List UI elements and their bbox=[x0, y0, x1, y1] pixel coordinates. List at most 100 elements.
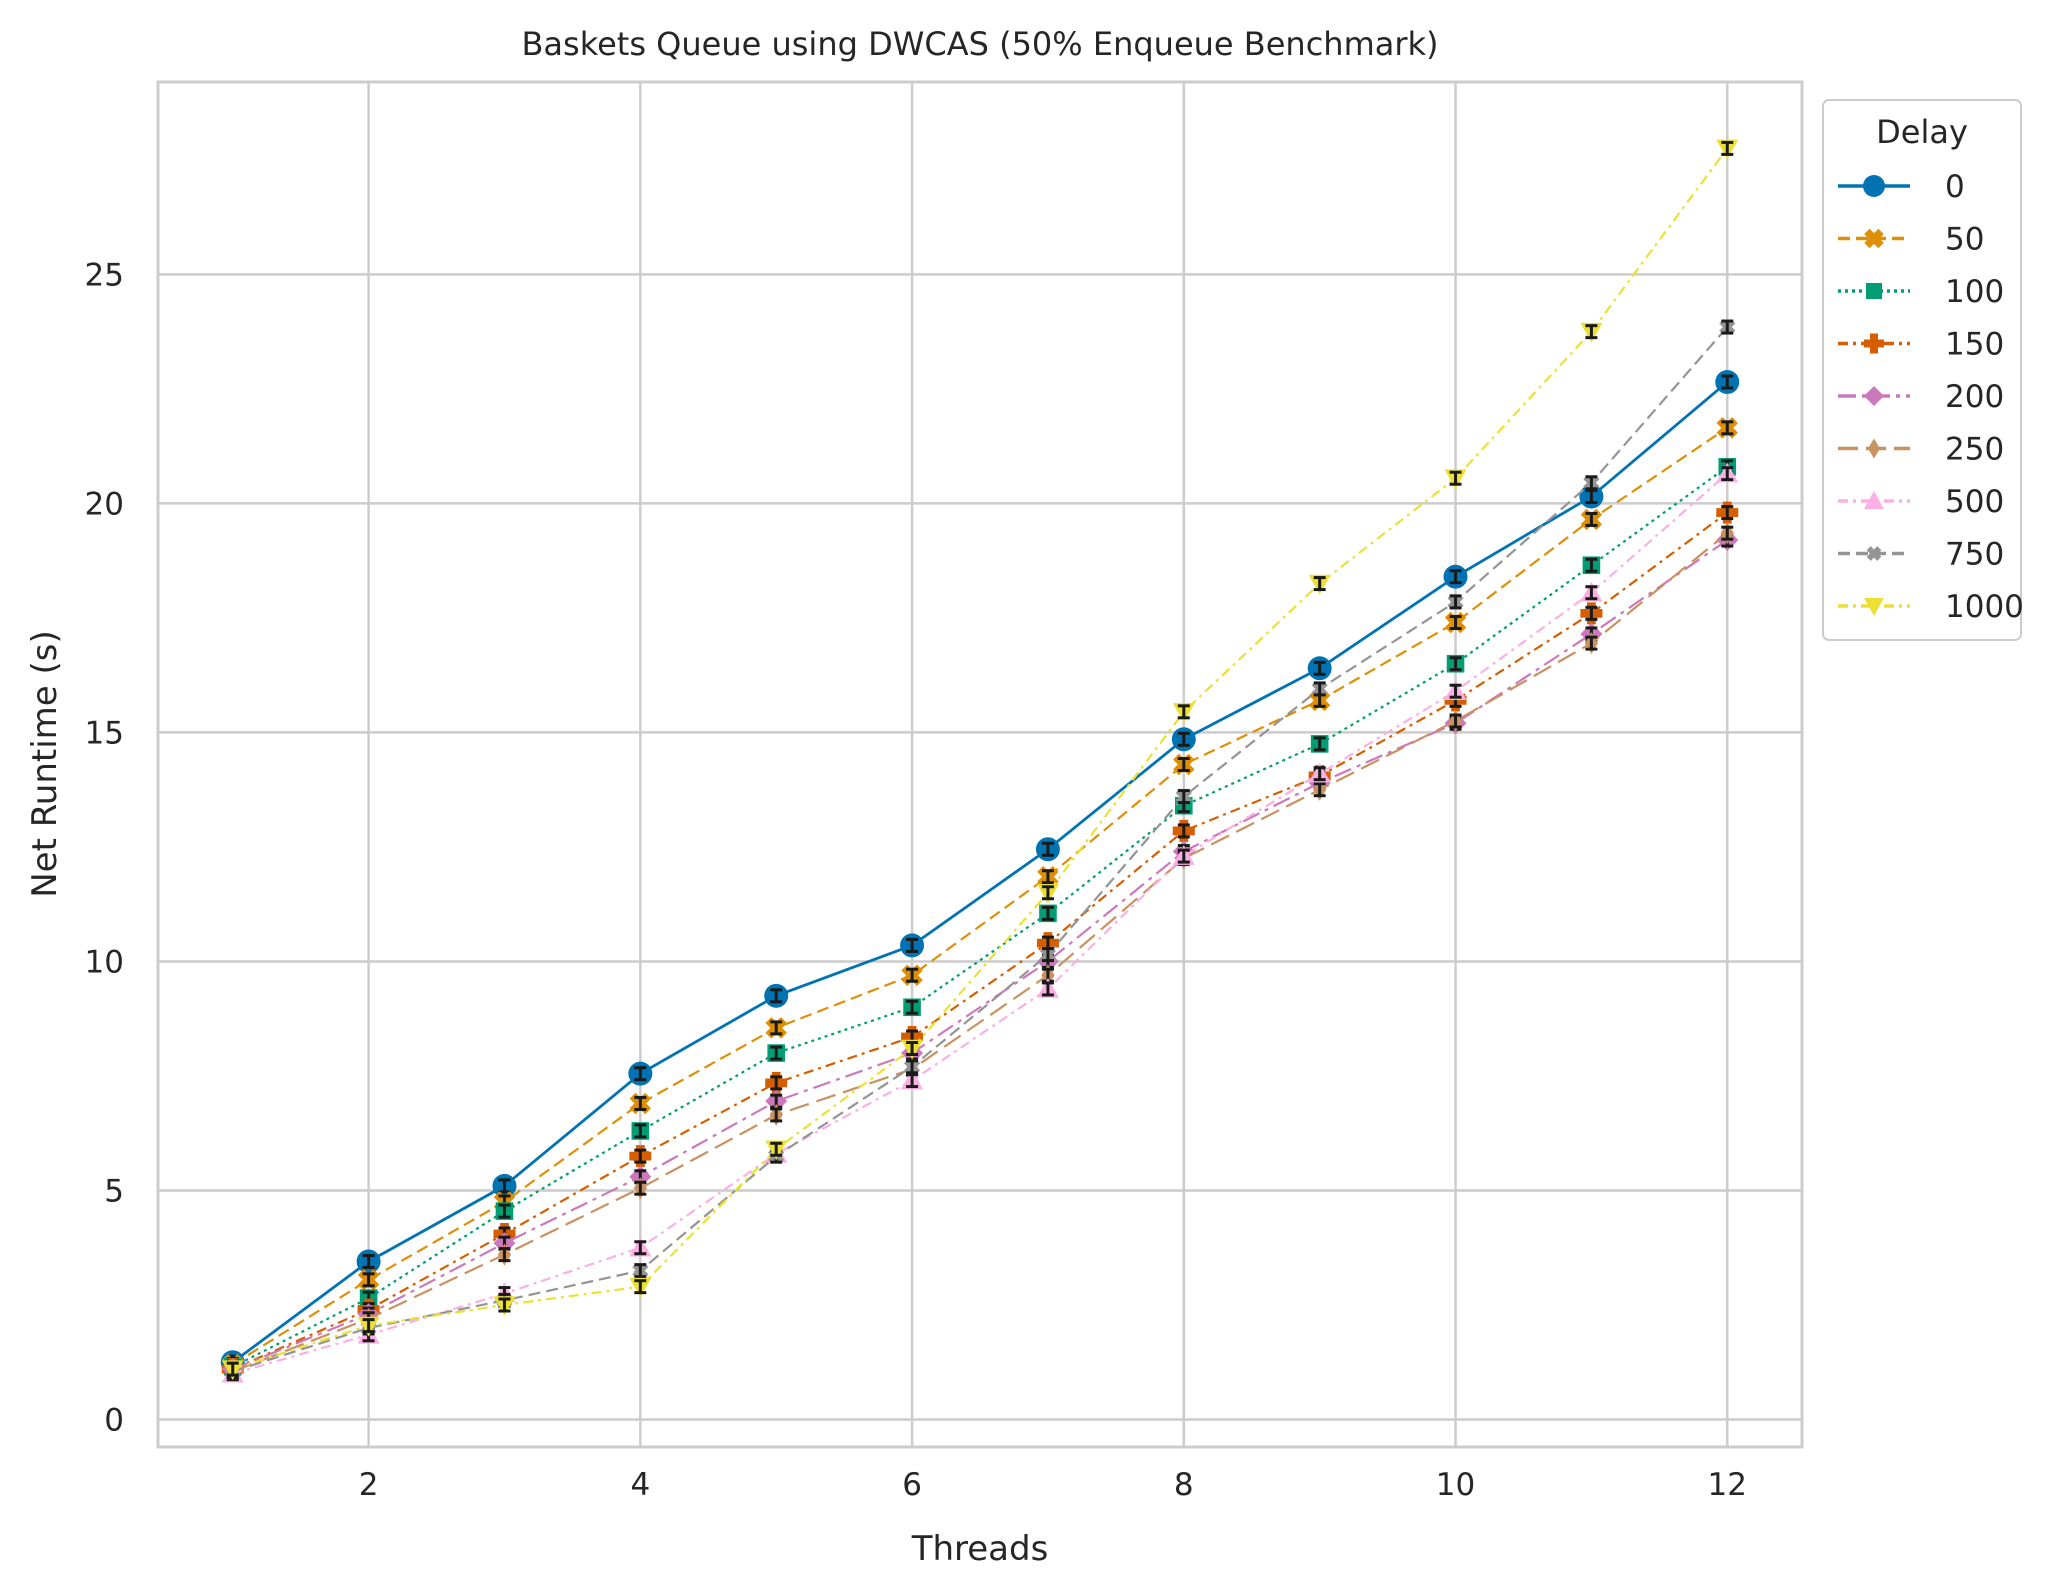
data-point bbox=[1868, 438, 1880, 459]
error-bar bbox=[634, 1123, 647, 1139]
error-bar bbox=[1585, 605, 1598, 621]
error-bar bbox=[1449, 470, 1462, 486]
error-bar bbox=[1721, 525, 1734, 541]
legend-item-0: 0 bbox=[1838, 169, 1965, 205]
y-tick-label: 0 bbox=[104, 1403, 124, 1439]
legend-item-250: 250 bbox=[1838, 432, 2004, 468]
y-axis-label: Net Runtime (s) bbox=[25, 630, 65, 898]
x-tick-label: 2 bbox=[359, 1467, 379, 1503]
y-tick-label: 5 bbox=[104, 1173, 124, 1209]
error-bar bbox=[1177, 731, 1190, 747]
series-line bbox=[231, 380, 1729, 1364]
legend-label: 200 bbox=[1945, 379, 2004, 415]
error-bar bbox=[1041, 981, 1054, 997]
error-bar bbox=[770, 1020, 783, 1036]
error-bar bbox=[362, 1318, 375, 1334]
error-bar bbox=[1313, 782, 1326, 798]
error-bar bbox=[906, 1040, 919, 1056]
data-point bbox=[1863, 175, 1885, 197]
series-0 bbox=[220, 370, 1740, 1375]
error-bar bbox=[362, 1253, 375, 1269]
legend-item-1000: 1000 bbox=[1838, 589, 2024, 625]
legend-item-200: 200 bbox=[1838, 379, 2004, 415]
series-1000 bbox=[221, 139, 1739, 1381]
error-bar bbox=[1721, 505, 1734, 521]
error-bar bbox=[634, 1066, 647, 1082]
error-bar bbox=[1585, 585, 1598, 601]
series-layer bbox=[220, 139, 1740, 1383]
error-bar bbox=[498, 1203, 511, 1219]
series-250 bbox=[226, 522, 1734, 1383]
error-bar bbox=[634, 1263, 647, 1279]
error-bar bbox=[906, 999, 919, 1015]
error-bar bbox=[1721, 420, 1734, 436]
legend-label: 50 bbox=[1945, 222, 1984, 258]
error-bar bbox=[770, 988, 783, 1004]
legend-label: 100 bbox=[1945, 274, 2004, 310]
y-tick-label: 15 bbox=[85, 715, 124, 751]
error-bar bbox=[770, 1075, 783, 1091]
error-bar bbox=[1585, 511, 1598, 527]
x-tick-label: 6 bbox=[902, 1467, 922, 1503]
error-bar bbox=[1041, 947, 1054, 963]
series-200 bbox=[221, 529, 1739, 1381]
error-bar bbox=[634, 1279, 647, 1295]
error-bar bbox=[498, 1178, 511, 1194]
y-tick-label: 10 bbox=[85, 944, 124, 980]
legend-item-150: 150 bbox=[1838, 327, 2004, 363]
series-line bbox=[232, 511, 1728, 1371]
data-point bbox=[1864, 228, 1884, 249]
y-tick-label: 25 bbox=[85, 257, 124, 293]
legend-item-50: 50 bbox=[1838, 222, 1984, 258]
series-line bbox=[232, 426, 1728, 1366]
error-bar bbox=[362, 1272, 375, 1288]
error-bar bbox=[634, 1095, 647, 1111]
error-bar bbox=[1721, 319, 1734, 335]
series-line bbox=[232, 326, 1729, 1373]
error-bar bbox=[1313, 660, 1326, 676]
x-tick-labels: 2 4 6 8 10 12 bbox=[359, 1467, 1747, 1503]
error-bar bbox=[770, 1141, 783, 1157]
data-point bbox=[1864, 386, 1884, 406]
error-bar bbox=[1177, 823, 1190, 839]
series-line bbox=[232, 472, 1728, 1375]
legend-title: Delay bbox=[1876, 113, 1968, 151]
error-bar bbox=[906, 1073, 919, 1089]
data-point bbox=[1866, 546, 1882, 561]
error-bar bbox=[1585, 557, 1598, 573]
data-point bbox=[1864, 598, 1884, 616]
series-500 bbox=[221, 462, 1739, 1383]
error-bar bbox=[1177, 757, 1190, 772]
legend-label: 750 bbox=[1945, 537, 2004, 573]
error-bar bbox=[1449, 615, 1462, 631]
series-150 bbox=[221, 501, 1739, 1381]
error-bar bbox=[1041, 905, 1054, 921]
x-tick-label: 8 bbox=[1174, 1467, 1194, 1503]
error-bar bbox=[906, 937, 919, 953]
error-bar bbox=[1585, 489, 1598, 505]
error-bar bbox=[1721, 140, 1734, 156]
legend-label: 250 bbox=[1945, 432, 2004, 468]
data-point bbox=[1864, 491, 1884, 509]
series-750 bbox=[224, 319, 1736, 1380]
legend-items: 0 50 100 150 200 250 500 750 1000 bbox=[1838, 169, 2024, 625]
series-100 bbox=[223, 457, 1737, 1376]
legend: Delay 0 50 100 150 200 250 500 750 1000 bbox=[1822, 99, 2024, 641]
legend-label: 0 bbox=[1945, 169, 1965, 205]
error-bar bbox=[770, 1045, 783, 1061]
error-bar bbox=[634, 1180, 647, 1196]
error-bar bbox=[1041, 841, 1054, 857]
x-axis-label: Threads bbox=[911, 1529, 1049, 1569]
error-bar bbox=[1585, 635, 1598, 651]
x-tick-label: 4 bbox=[630, 1467, 650, 1503]
error-bar bbox=[1313, 576, 1326, 592]
error-bar bbox=[226, 1361, 239, 1377]
error-bar bbox=[906, 967, 919, 983]
error-bar bbox=[1585, 475, 1598, 491]
error-bar bbox=[1449, 594, 1462, 610]
error-bar bbox=[1721, 466, 1734, 482]
error-bar bbox=[498, 1297, 511, 1313]
legend-label: 500 bbox=[1945, 484, 2004, 520]
error-bar bbox=[1177, 848, 1190, 864]
x-tick-label: 12 bbox=[1708, 1467, 1747, 1503]
